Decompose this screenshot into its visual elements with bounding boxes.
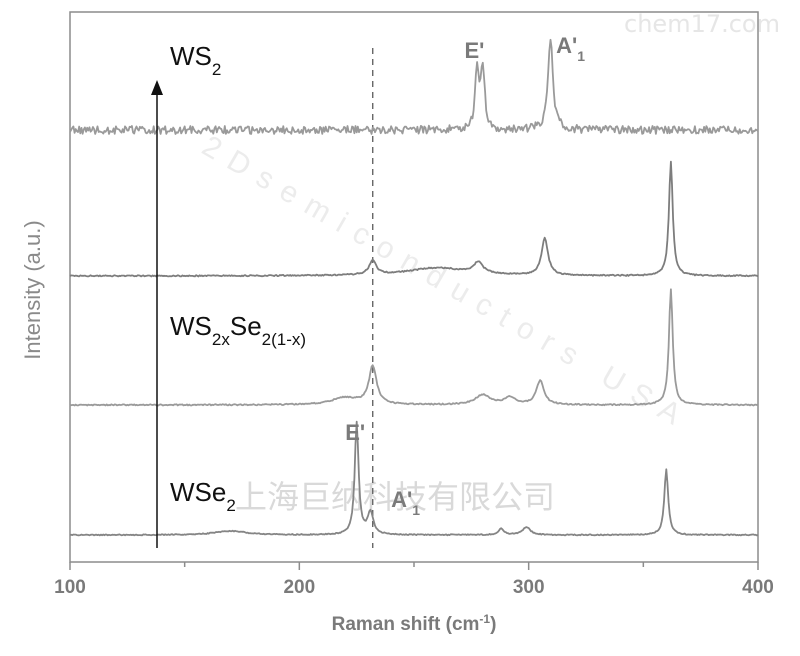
series-line-upper_alloy (69, 160, 759, 278)
series-line-ws2 (69, 38, 759, 135)
y-axis-label: Intensity (a.u.) (20, 220, 45, 359)
peak-label: A'1 (391, 487, 420, 518)
x-axis-label-close: ) (490, 614, 496, 635)
trend-arrow-head (151, 80, 163, 95)
x-tick-label: 300 (513, 577, 545, 598)
x-tick-label: 200 (283, 577, 315, 598)
watermark-company: 上海巨纳科技有限公司 (235, 478, 555, 516)
peak-label: E' (464, 38, 484, 63)
watermark-diagonal: 2Dsemiconductors USA (197, 129, 697, 437)
x-axis-ticks (69, 562, 759, 570)
peak-annotations: E' A'1 E' A'1 (345, 33, 585, 518)
x-axis-tick-labels: 100 200 300 400 (54, 577, 774, 598)
series-label-wse2: WSe2 (170, 477, 236, 515)
series-labels: WS2 WS2xSe2(1-x) WSe2 (170, 41, 306, 515)
x-tick-label: 100 (54, 577, 86, 598)
series-line-wse2 (69, 420, 759, 537)
series-label-ws2: WS2 (170, 41, 221, 79)
x-axis-label: Raman shift (cm-1) (332, 612, 497, 635)
peak-label: E' (345, 420, 365, 445)
x-axis-label-sup: -1 (479, 612, 490, 626)
x-axis-label-main: Raman shift (cm (332, 614, 480, 635)
watermark-site: chem17.com (624, 10, 780, 38)
peak-label: A'1 (556, 33, 585, 64)
x-tick-label: 400 (742, 577, 774, 598)
series-line-ws2xse2 (69, 288, 759, 407)
series-group (69, 38, 759, 537)
series-label-ws2xse2: WS2xSe2(1-x) (170, 311, 306, 349)
